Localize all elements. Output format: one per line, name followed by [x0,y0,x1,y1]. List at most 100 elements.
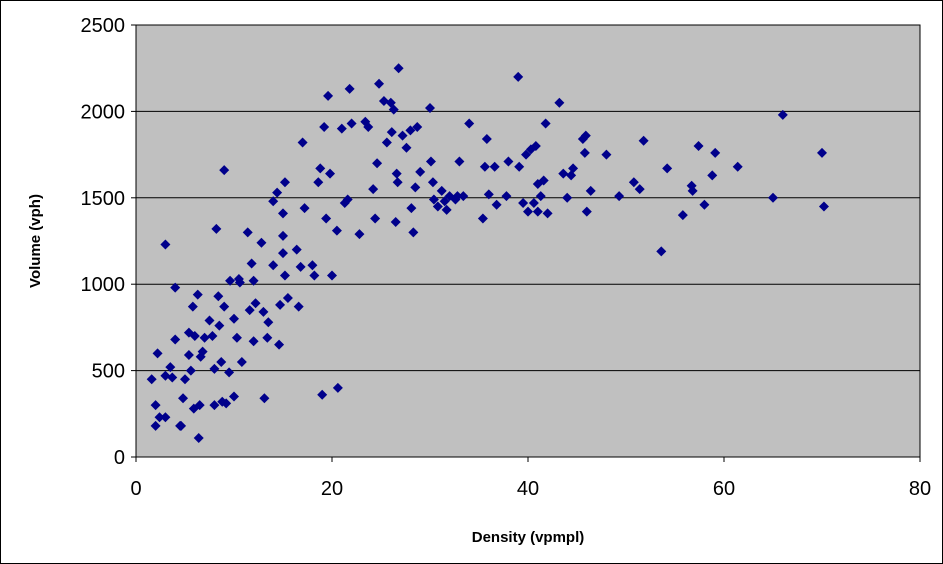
data-point [432,201,443,212]
data-point [768,192,778,203]
data-point [501,191,512,202]
data-point [412,121,423,132]
data-point [390,216,401,227]
data-point [180,374,190,385]
data-point [256,237,267,248]
plot-area [135,24,921,458]
data-point [229,313,239,324]
data-point [219,165,230,176]
data-point [410,182,421,193]
data-point [313,177,324,188]
y-tick-label: 2500 [81,15,126,37]
data-point [315,163,326,174]
data-point [204,315,215,326]
data-point [291,244,302,255]
data-point [614,191,625,202]
data-point [185,365,196,376]
data-point [540,118,551,129]
data-point [187,301,198,312]
data-point [535,191,546,202]
data-point [244,305,255,316]
data-point [393,63,404,74]
data-point [231,332,242,343]
data-point [309,270,320,281]
data-point [307,260,318,271]
data-point [372,158,383,169]
data-point [242,227,253,238]
data-point [323,90,334,101]
data-point [213,291,224,302]
data-point [194,400,205,411]
data-point [368,184,379,195]
data-point [558,168,569,179]
data-point [154,412,165,423]
data-point [146,374,157,385]
data-point [699,199,710,210]
data-point [707,170,718,181]
data-point [579,147,590,158]
data-point [580,130,591,141]
data-point [189,331,200,342]
data-point [165,362,176,373]
data-point [319,121,330,132]
data-point [279,177,290,188]
data-point [193,432,204,443]
data-point [214,320,225,331]
data-point [568,163,579,174]
data-point [392,177,403,188]
data-point [521,149,532,160]
x-tick-label: 60 [713,478,735,500]
data-point [464,118,475,129]
data-point [221,398,232,409]
data-point [325,168,336,179]
data-point [178,393,189,404]
data-point [554,97,565,108]
data-point [160,239,171,250]
data-point [406,203,417,214]
data-point [628,177,639,188]
data-point [236,356,247,367]
data-point [279,270,290,281]
data-point [388,104,399,115]
data-point [514,161,525,172]
data-point [278,248,288,259]
data-point [167,372,178,383]
data-point [677,210,688,221]
data-point [250,298,261,309]
data-point [274,339,285,350]
data-point [209,400,220,411]
data-point [211,223,222,234]
data-point [160,370,171,381]
data-point [732,161,743,172]
data-point [268,260,279,271]
data-point [656,246,667,257]
data-point [170,282,181,293]
data-point [332,382,343,393]
data-point [542,208,553,219]
data-point [503,156,514,167]
data-point [321,213,332,224]
data-point [192,289,203,300]
data-point [354,229,365,240]
y-axis-title: Volume (vph) [27,194,44,288]
x-tick-label: 40 [517,478,539,500]
data-point [225,275,236,286]
data-point [327,270,337,281]
data-point [479,161,490,172]
data-points [146,63,829,443]
data-point [263,317,274,328]
data-point [532,206,543,217]
data-point [477,213,488,224]
data-point [818,201,829,212]
data-point [297,137,308,148]
data-point [817,147,827,158]
y-tick-label: 1000 [81,274,126,296]
data-point [441,204,452,215]
data-point [278,230,288,241]
data-point [160,412,171,423]
data-point [259,393,270,404]
data-point [581,206,592,217]
x-tick-label: 0 [130,478,141,500]
y-tick-label: 2000 [81,101,126,123]
